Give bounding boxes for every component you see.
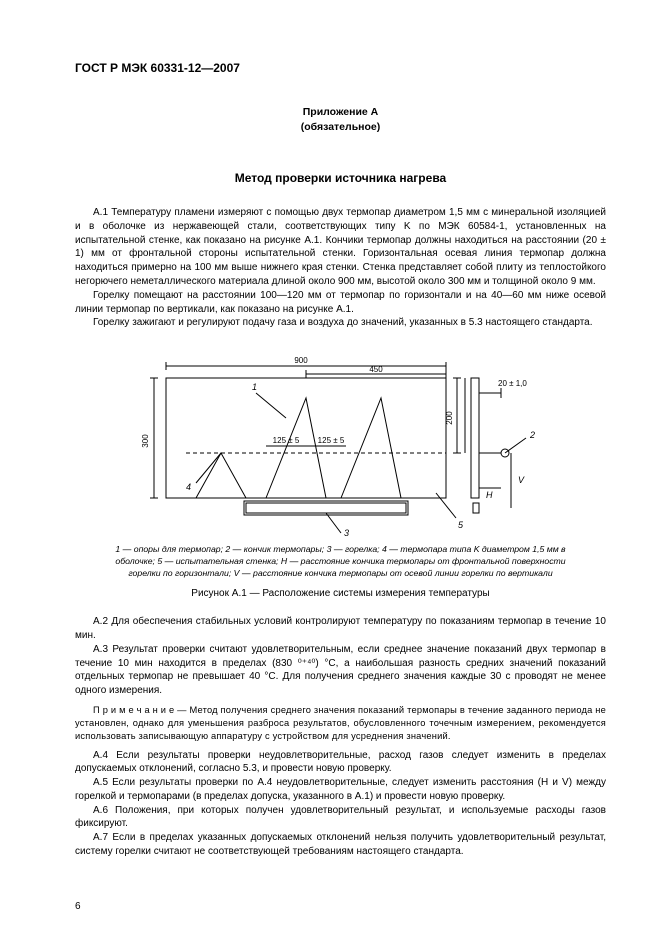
document-title: Метод проверки источника нагрева <box>75 170 606 187</box>
figure-a1: 900 450 300 125 ± 5 125 ± 5 200 20 ± 1,0… <box>126 338 556 538</box>
label-v: V <box>518 475 525 485</box>
para-a3: А.3 Результат проверки считают удовлетво… <box>75 643 606 698</box>
para-a4: А.4 Если результаты проверки неудовлетво… <box>75 749 606 777</box>
dim-200: 200 <box>445 411 454 425</box>
annex-subtitle: (обязательное) <box>75 120 606 134</box>
dim-125b: 125 ± 5 <box>317 436 344 445</box>
label-h: H <box>486 490 493 500</box>
dim-125a: 125 ± 5 <box>272 436 299 445</box>
dim-300: 300 <box>141 434 150 448</box>
note: П р и м е ч а н и е — Метод получения ср… <box>75 704 606 742</box>
para-a7: А.7 Если в пределах указанных допускаемы… <box>75 831 606 859</box>
para-a1: А.1 Температуру пламени измеряют с помощ… <box>75 206 606 289</box>
para-a6: А.6 Положения, при которых получен удовл… <box>75 804 606 832</box>
annex-title: Приложение А <box>75 105 606 119</box>
figure-caption: Рисунок А.1 — Расположение системы измер… <box>75 587 606 601</box>
page-number: 6 <box>75 900 81 914</box>
para-a2: А.2 Для обеспечения стабильных условий к… <box>75 615 606 643</box>
callout-1: 1 <box>252 382 257 392</box>
callout-4: 4 <box>186 482 191 492</box>
callout-3: 3 <box>344 528 349 538</box>
callout-2: 2 <box>529 430 535 440</box>
dim-450: 450 <box>369 365 383 374</box>
dim-900: 900 <box>294 356 308 365</box>
doc-header: ГОСТ Р МЭК 60331-12—2007 <box>75 60 606 77</box>
dim-20: 20 ± 1,0 <box>498 379 527 388</box>
callout-5: 5 <box>458 520 464 530</box>
para-a5: А.5 Если результаты проверки по А.4 неуд… <box>75 776 606 804</box>
figure-legend: 1 — опоры для термопар; 2 — кончик термо… <box>105 544 576 579</box>
para-a1c: Горелку зажигают и регулируют подачу газ… <box>75 316 606 330</box>
para-a1b: Горелку помещают на расстоянии 100—120 м… <box>75 289 606 317</box>
